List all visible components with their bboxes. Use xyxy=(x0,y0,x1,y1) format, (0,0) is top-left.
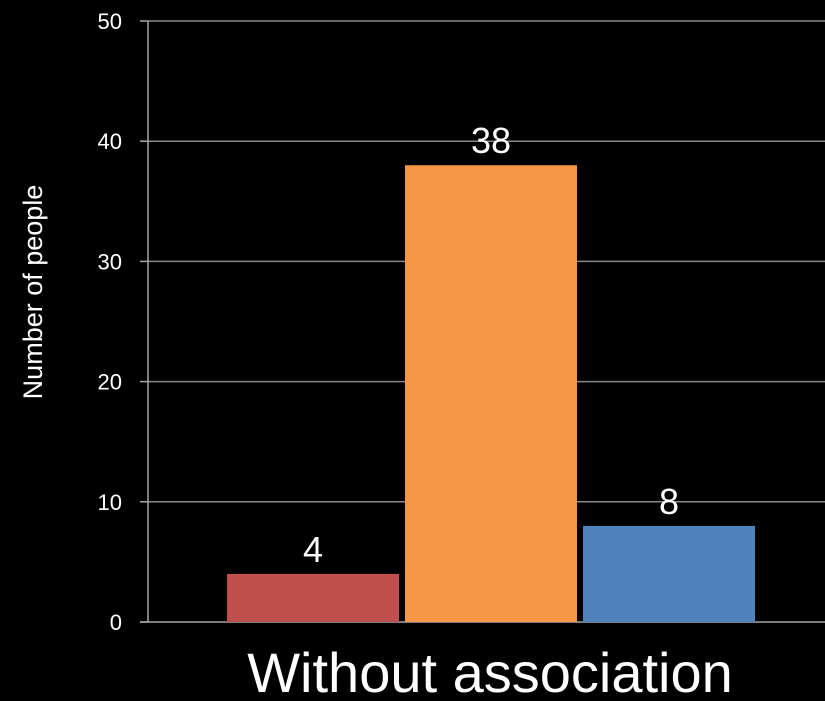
y-tick-label: 20 xyxy=(98,370,122,395)
data-label-2: 38 xyxy=(471,120,511,161)
y-axis-label: Number of people xyxy=(18,185,48,400)
data-labels: 4 38 8 xyxy=(303,120,679,570)
y-tick-label: 50 xyxy=(98,9,122,34)
bar-3 xyxy=(583,525,755,622)
bar-1 xyxy=(227,573,399,622)
data-label-3: 8 xyxy=(659,481,679,522)
bar-2 xyxy=(405,165,577,623)
x-axis-category-label: Without association xyxy=(247,641,733,701)
data-label-1: 4 xyxy=(303,529,323,570)
y-tick-label: 10 xyxy=(98,490,122,515)
y-tick-label: 0 xyxy=(110,610,122,635)
y-tick-label: 40 xyxy=(98,129,122,154)
y-tick-label: 30 xyxy=(98,249,122,274)
bars xyxy=(227,165,755,623)
